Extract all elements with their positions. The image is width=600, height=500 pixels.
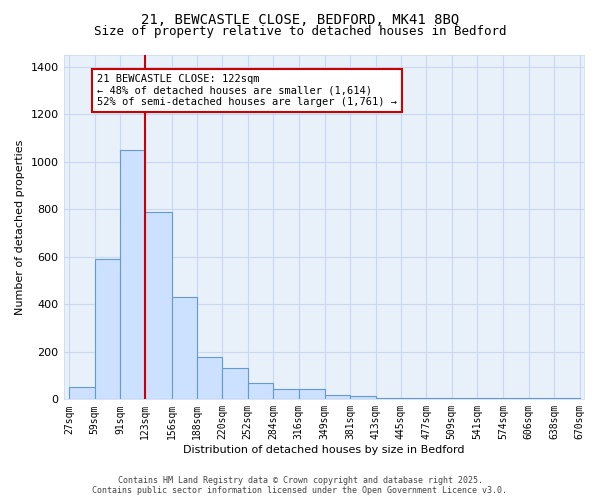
- Text: Contains HM Land Registry data © Crown copyright and database right 2025.
Contai: Contains HM Land Registry data © Crown c…: [92, 476, 508, 495]
- Bar: [248, 382, 273, 400]
- Bar: [299, 388, 325, 400]
- Bar: [172, 297, 197, 400]
- Bar: [69, 388, 95, 400]
- Bar: [427, 398, 452, 400]
- Bar: [529, 398, 554, 400]
- Bar: [401, 398, 427, 400]
- Bar: [503, 398, 529, 400]
- Y-axis label: Number of detached properties: Number of detached properties: [15, 140, 25, 315]
- Bar: [223, 368, 248, 400]
- Text: 21, BEWCASTLE CLOSE, BEDFORD, MK41 8BQ: 21, BEWCASTLE CLOSE, BEDFORD, MK41 8BQ: [141, 12, 459, 26]
- Bar: [197, 356, 223, 400]
- X-axis label: Distribution of detached houses by size in Bedford: Distribution of detached houses by size …: [183, 445, 464, 455]
- Bar: [95, 259, 120, 400]
- Bar: [452, 398, 477, 400]
- Bar: [350, 396, 376, 400]
- Bar: [554, 398, 580, 400]
- Bar: [376, 398, 401, 400]
- Text: Size of property relative to detached houses in Bedford: Size of property relative to detached ho…: [94, 25, 506, 38]
- Bar: [325, 394, 350, 400]
- Bar: [120, 150, 145, 400]
- Bar: [477, 398, 503, 400]
- Text: 21 BEWCASTLE CLOSE: 122sqm
← 48% of detached houses are smaller (1,614)
52% of s: 21 BEWCASTLE CLOSE: 122sqm ← 48% of deta…: [97, 74, 397, 107]
- Bar: [273, 388, 299, 400]
- Bar: [145, 212, 172, 400]
